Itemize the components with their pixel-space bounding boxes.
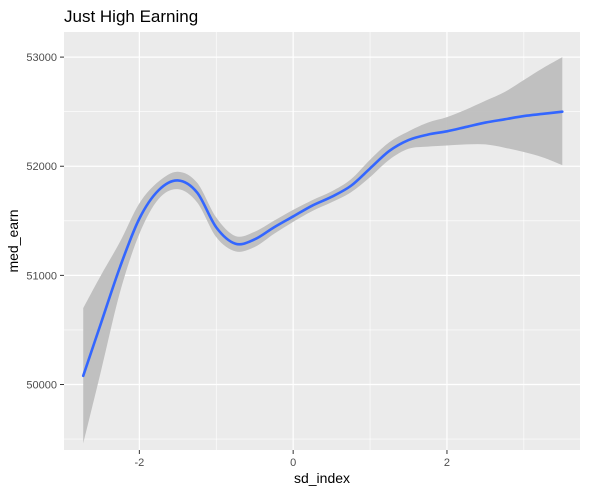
- y-tick-label: 53000: [26, 52, 57, 64]
- major-gridlines: [64, 32, 580, 450]
- smooth-line-layer: [81, 110, 564, 378]
- chart-title: Just High Earning: [64, 7, 198, 26]
- x-axis-title: sd_index: [294, 470, 350, 486]
- y-tick-label: 52000: [26, 161, 57, 173]
- x-axis: -2 0 2: [134, 450, 450, 469]
- y-axis: 50000 51000 52000 53000: [26, 52, 64, 392]
- y-axis-title: med_earn: [5, 209, 21, 272]
- y-tick-label: 51000: [26, 270, 57, 282]
- confidence-band: [83, 57, 563, 444]
- confidence-band-layer: [83, 57, 563, 444]
- x-tick-label: 2: [444, 457, 450, 469]
- x-tick-label: -2: [134, 457, 144, 469]
- smooth-line: [81, 110, 564, 378]
- x-tick-label: 0: [290, 457, 296, 469]
- y-tick-label: 50000: [26, 380, 57, 392]
